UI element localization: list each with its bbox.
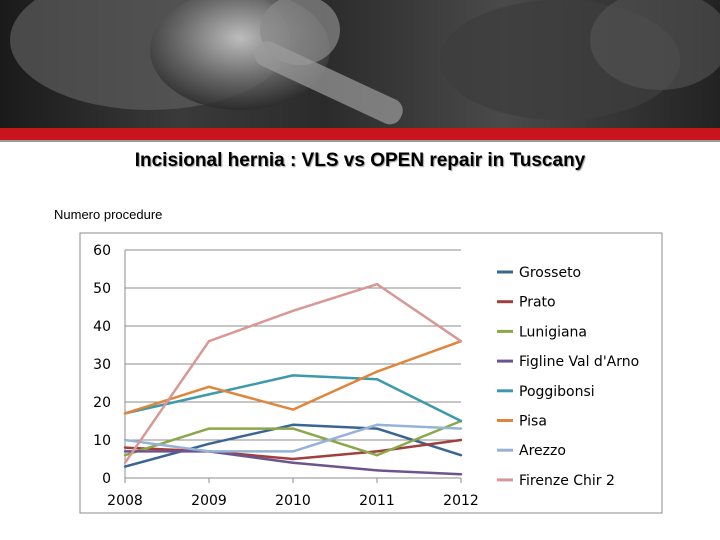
data-point: [123, 450, 127, 453]
data-point: [459, 473, 463, 476]
legend-label: Figline Val d'Arno: [519, 354, 639, 370]
data-point: [207, 340, 211, 343]
data-point: [375, 427, 379, 430]
data-point: [291, 374, 295, 377]
legend-label: Grosseto: [519, 265, 581, 281]
slide-title: Incisional hernia : VLS vs OPEN repair i…: [134, 150, 586, 171]
data-point: [291, 427, 295, 430]
legend-label: Pisa: [519, 414, 547, 430]
red-divider-bar: [0, 128, 720, 140]
data-point: [123, 446, 127, 449]
legend-label: Firenze Chir 2: [519, 473, 615, 489]
y-tick-label: 20: [93, 395, 111, 411]
data-point: [375, 450, 379, 453]
legend-label: Arezzo: [519, 443, 566, 459]
data-point: [123, 461, 127, 464]
data-point: [123, 412, 127, 415]
data-point: [459, 340, 463, 343]
data-point: [207, 450, 211, 453]
x-tick-label: 2008: [107, 493, 143, 509]
x-tick-label: 2012: [443, 493, 479, 509]
data-point: [291, 423, 295, 426]
y-tick-label: 0: [102, 471, 111, 487]
data-point: [375, 469, 379, 472]
y-tick-label: 30: [93, 357, 111, 373]
y-tick-label: 40: [93, 319, 111, 335]
data-point: [207, 393, 211, 396]
data-point: [207, 385, 211, 388]
y-tick-label: 50: [93, 281, 111, 297]
data-point: [291, 461, 295, 464]
data-point: [459, 454, 463, 457]
data-point: [291, 309, 295, 312]
data-point: [375, 454, 379, 457]
data-point: [291, 450, 295, 453]
data-point: [291, 408, 295, 411]
surgery-photo-graphic: [10, 0, 720, 125]
data-point: [207, 427, 211, 430]
data-point: [459, 427, 463, 430]
x-tick-label: 2011: [359, 493, 395, 509]
legend-label: Prato: [519, 295, 556, 311]
data-point: [291, 457, 295, 461]
legend-label: Lunigiana: [519, 324, 587, 340]
data-point: [123, 438, 127, 442]
data-point: [375, 370, 379, 373]
legend-label: Poggibonsi: [519, 384, 595, 400]
x-tick-label: 2009: [191, 493, 227, 509]
grey-divider-line: [0, 140, 720, 142]
data-point: [375, 283, 379, 286]
data-point: [123, 454, 127, 457]
y-tick-label: 10: [93, 433, 111, 449]
data-point: [459, 419, 463, 423]
data-point: [207, 442, 211, 445]
header-banner-image: [0, 0, 720, 128]
y-axis-label: Numero procedure: [54, 207, 163, 222]
data-point: [375, 423, 379, 426]
data-point: [375, 378, 379, 381]
x-tick-label: 2010: [275, 493, 311, 509]
data-point: [459, 438, 463, 442]
data-point: [123, 465, 127, 468]
y-tick-label: 60: [93, 243, 111, 259]
